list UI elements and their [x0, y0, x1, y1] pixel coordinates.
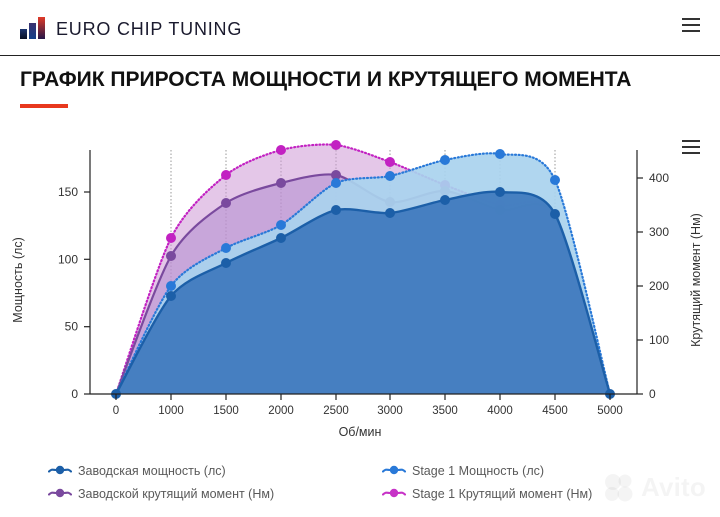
svg-text:3500: 3500	[432, 405, 458, 417]
svg-text:2500: 2500	[323, 405, 349, 417]
svg-text:200: 200	[649, 279, 669, 293]
svg-text:3000: 3000	[377, 405, 403, 417]
svg-text:0: 0	[649, 387, 656, 401]
svg-text:100: 100	[649, 333, 669, 347]
svg-text:100: 100	[58, 252, 78, 266]
svg-text:400: 400	[649, 171, 669, 185]
svg-text:50: 50	[65, 320, 79, 334]
svg-text:Крутящий момент (Нм): Крутящий момент (Нм)	[689, 213, 703, 347]
svg-text:0: 0	[71, 387, 78, 401]
svg-text:300: 300	[649, 225, 669, 239]
svg-text:4500: 4500	[542, 405, 568, 417]
svg-text:1500: 1500	[213, 405, 239, 417]
svg-text:Мощность (лс): Мощность (лс)	[11, 237, 25, 322]
svg-text:1000: 1000	[158, 405, 184, 417]
svg-text:0: 0	[113, 405, 119, 417]
svg-text:Об/мин: Об/мин	[339, 425, 382, 439]
svg-text:5000: 5000	[597, 405, 623, 417]
svg-text:2000: 2000	[268, 405, 294, 417]
svg-text:4000: 4000	[487, 405, 513, 417]
svg-text:150: 150	[58, 185, 78, 199]
